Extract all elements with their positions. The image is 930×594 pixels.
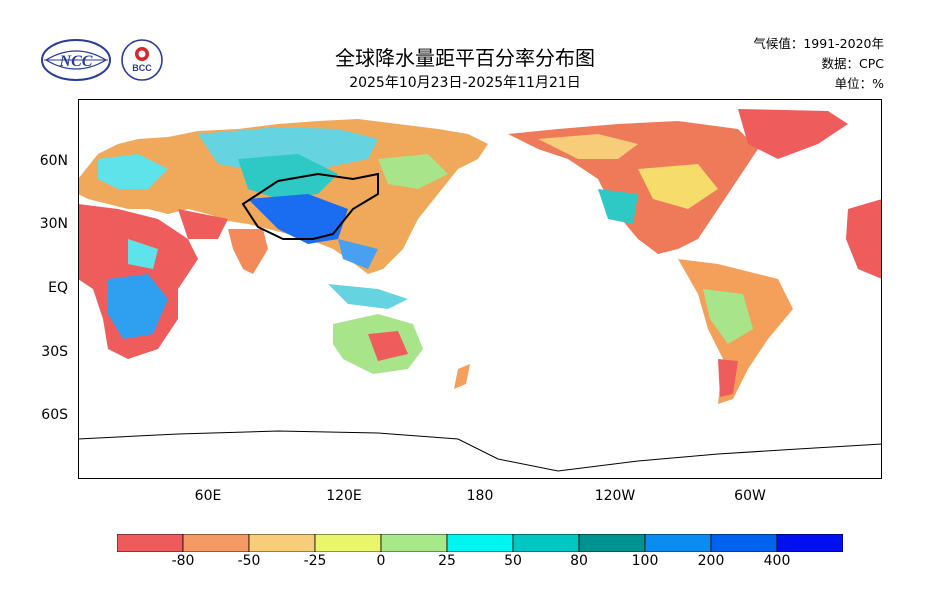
colorbar-label: -25: [303, 553, 327, 569]
colorbar-swatch: [776, 534, 843, 552]
colorbar-label: 50: [504, 553, 522, 569]
unit-label: 单位：%: [834, 76, 884, 91]
map-title: 全球降水量距平百分率分布图: [335, 46, 595, 70]
y-tick-30n: 30N: [39, 216, 68, 232]
map-frame: [78, 99, 882, 479]
y-tick-eq: EQ: [48, 280, 68, 296]
ncc-logo: NCC: [41, 39, 111, 81]
colorbar-swatch: [248, 534, 316, 552]
greenland-landmass: [738, 109, 848, 159]
colorbar-label: 100: [631, 553, 659, 569]
west-africa-edge: [846, 199, 882, 279]
colorbar-label: 200: [697, 553, 725, 569]
antarctica-landmass: [78, 430, 882, 479]
new-zealand: [454, 364, 470, 389]
colorbar-label: 80: [570, 553, 588, 569]
x-tick-120e: 120E: [326, 488, 362, 504]
y-tick-30s: 30S: [41, 344, 68, 360]
colorbar-swatch: [446, 534, 514, 552]
x-tick-60e: 60E: [194, 488, 222, 504]
y-tick-60n: 60N: [39, 153, 68, 169]
colorbar-swatch: [644, 534, 712, 552]
bcc-logo-text: BCC: [132, 63, 152, 73]
colorbar-label: 25: [438, 553, 456, 569]
x-tick-180: 180: [466, 488, 494, 504]
india-landmass: [228, 229, 268, 274]
data-source: 数据：CPC: [821, 56, 885, 71]
colorbar: [117, 534, 843, 552]
land-fill-layer: [78, 109, 882, 479]
colorbar-label: 0: [376, 553, 386, 569]
colorbar-swatch: [710, 534, 778, 552]
climate-baseline: 气候值：1991-2020年: [753, 36, 884, 51]
y-tick-60s: 60S: [41, 407, 68, 423]
china-boundary: [241, 172, 379, 240]
colorbar-swatch: [380, 534, 448, 552]
ncc-logo-text: NCC: [59, 53, 93, 70]
colorbar-swatch: [314, 534, 382, 552]
colorbar-label: -50: [237, 553, 261, 569]
map-date-range: 2025年10月23日-2025年11月21日: [349, 75, 581, 91]
x-tick-60w: 60W: [734, 488, 766, 504]
colorbar-label: -80: [171, 553, 195, 569]
colorbar-label: 400: [763, 553, 791, 569]
colorbar-swatch: [117, 534, 184, 552]
maritime-continent: [328, 284, 408, 309]
x-tick-120w: 120W: [594, 488, 636, 504]
colorbar-swatch: [578, 534, 646, 552]
colorbar-swatch: [182, 534, 250, 552]
precipitation-anomaly-map: [78, 99, 882, 479]
colorbar-swatch: [512, 534, 580, 552]
bcc-logo: BCC: [121, 39, 163, 81]
